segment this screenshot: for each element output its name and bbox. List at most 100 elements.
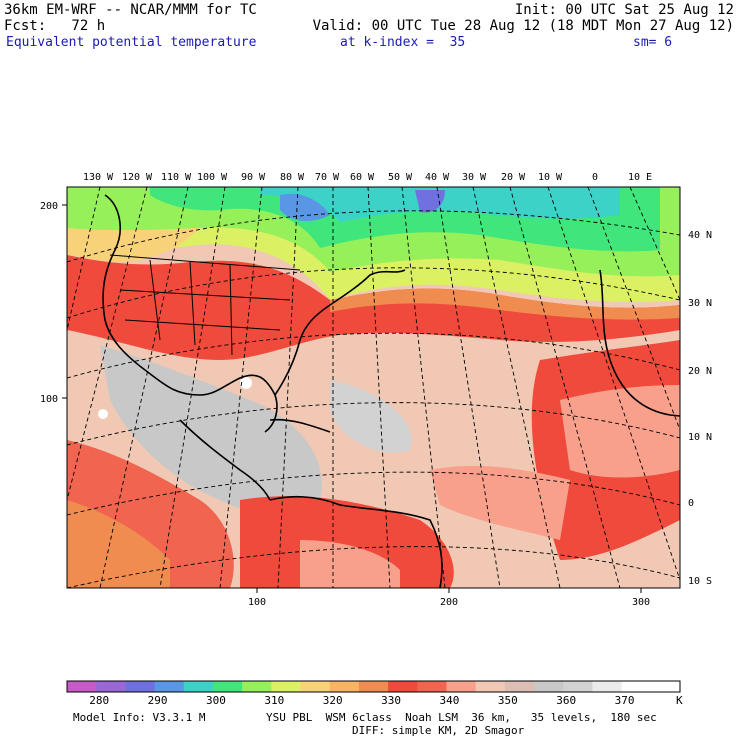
- colorbar-swatch: [534, 681, 564, 692]
- lon-label: 120 W: [122, 172, 153, 183]
- coastline-central-america: [179, 419, 271, 501]
- graticule-lon-50w: [401, 187, 446, 588]
- political-boundaries: [109, 254, 301, 356]
- latitude-labels: 40 N 30 N 20 N 10 N 0 10 S: [688, 230, 712, 587]
- field-fill-345-atlantic: [430, 465, 570, 540]
- field-name: Equivalent potential temperature: [6, 35, 257, 50]
- coastline-north-america-west-gulf: [102, 194, 278, 433]
- colorbar-swatch: [67, 681, 97, 692]
- axis-ticks: [62, 204, 642, 593]
- graticule-lat-10s: [67, 546, 680, 588]
- lon-label: 30 W: [462, 172, 487, 183]
- graticule-lon-80w: [277, 187, 299, 588]
- lat-label: 10 S: [688, 576, 712, 587]
- lat-label: 40 N: [688, 230, 712, 241]
- lon-label: 110 W: [161, 172, 192, 183]
- colorbar-level-label: 370: [614, 694, 635, 707]
- colorbar-swatch: [650, 681, 681, 692]
- lon-label: 0: [592, 172, 598, 183]
- graticule-lon-60w: [367, 187, 391, 588]
- field-fill-335: [330, 288, 680, 320]
- graticule-lon-100w: [159, 187, 226, 588]
- lat-label: 20 N: [688, 366, 712, 377]
- lon-label: 40 W: [425, 172, 450, 183]
- coastlines: [102, 194, 680, 588]
- graticule-lon-10w: [547, 187, 680, 581]
- lat-label: 10 N: [688, 432, 712, 443]
- coastline-caribbean-islands: [269, 418, 331, 433]
- theta-e-field: [67, 187, 680, 588]
- lon-label: 70 W: [315, 172, 340, 183]
- coastline-south-america: [269, 495, 443, 588]
- field-fill-cold-core-east: [415, 190, 445, 213]
- lon-label: 100 W: [197, 172, 228, 183]
- colorbar-swatch: [504, 681, 535, 692]
- lon-label: 80 W: [280, 172, 305, 183]
- colorbar: [67, 681, 681, 692]
- graticule-lat-equator: [67, 471, 680, 516]
- colorbar-swatch: [154, 681, 185, 692]
- colorbar-swatch: [300, 681, 331, 692]
- lon-label: 20 W: [501, 172, 526, 183]
- colorbar-swatch: [125, 681, 156, 692]
- colorbar-swatch: [183, 681, 214, 692]
- lon-label: 50 W: [388, 172, 413, 183]
- field-fill-370-spot-west: [98, 409, 108, 419]
- graticule-lon-130w: [67, 187, 101, 331]
- lon-label: 130 W: [83, 172, 114, 183]
- colorbar-swatch: [358, 681, 389, 692]
- colorbar-level-label: 310: [264, 694, 285, 707]
- graticule-lat-10n: [67, 402, 680, 446]
- colorbar-level-label: 360: [556, 694, 577, 707]
- graticule-lon-110w: [99, 187, 189, 588]
- colorbar-swatch: [96, 681, 126, 692]
- colorbar-level-label: 350: [497, 694, 518, 707]
- level-label: at k-index = 35: [340, 35, 466, 50]
- grid-index-labels: 200 100 100 200 300: [40, 201, 650, 608]
- lon-label: 10 E: [628, 172, 652, 183]
- model-title: 36km EM-WRF -- NCAR/MMM for TC: [4, 2, 257, 18]
- model-info: Model Info: V3.3.1 M: [73, 711, 206, 724]
- smoothing-label: sm= 6: [633, 35, 673, 50]
- colorbar-swatch: [563, 681, 593, 692]
- field-fill-360-atlantic: [330, 380, 412, 453]
- colorbar-level-label: 290: [147, 694, 168, 707]
- colorbar-swatch: [475, 681, 506, 692]
- colorbar-swatch: [621, 681, 652, 692]
- colorbar-swatch: [592, 681, 623, 692]
- valid-time: Valid: 00 UTC Tue 28 Aug 12 (18 MDT Mon …: [312, 18, 734, 34]
- colorbar-level-label: 340: [439, 694, 460, 707]
- physics-info: YSU PBL WSM 6class Noah LSM 36 km, 35 le…: [266, 711, 657, 724]
- colorbar-swatch: [329, 681, 360, 692]
- graticule-lon-0: [587, 187, 680, 431]
- field-fill-345-south-america: [300, 540, 400, 588]
- map-frame: [66, 186, 681, 589]
- bottom-axis-label: 100: [248, 597, 266, 608]
- field-fill-330-west: [67, 228, 200, 262]
- coastline-us-east: [274, 269, 406, 396]
- colorbar-swatch: [446, 681, 477, 692]
- colorbar-unit: K: [676, 694, 683, 707]
- state-lines: [119, 259, 291, 356]
- colorbar-swatch: [388, 681, 418, 692]
- colorbar-swatch: [417, 681, 447, 692]
- field-fill-370-spot-gulf: [240, 377, 252, 389]
- init-time: Init: 00 UTC Sat 25 Aug 12: [514, 2, 734, 18]
- colorbar-swatch: [212, 681, 243, 692]
- colorbar-frame: [66, 680, 681, 693]
- bottom-axis-label: 200: [440, 597, 458, 608]
- lon-label: 10 W: [538, 172, 563, 183]
- graticule-lat-20n: [67, 332, 680, 379]
- colorbar-level-label: 330: [381, 694, 402, 707]
- lon-label: 90 W: [241, 172, 266, 183]
- colorbar-swatch: [271, 681, 302, 692]
- field-fill-340-south-america: [240, 496, 454, 588]
- longitude-labels: 130 W 120 W 110 W 100 W 90 W 80 W 70 W 6…: [83, 172, 652, 183]
- field-fill-360-gulf: [100, 345, 322, 515]
- colorbar-level-label: 280: [89, 694, 110, 707]
- field-fill-345-east: [560, 385, 680, 478]
- lat-label: 0: [688, 498, 694, 509]
- field-fill-335-pacific: [67, 500, 170, 588]
- colorbar-level-label: 300: [206, 694, 226, 707]
